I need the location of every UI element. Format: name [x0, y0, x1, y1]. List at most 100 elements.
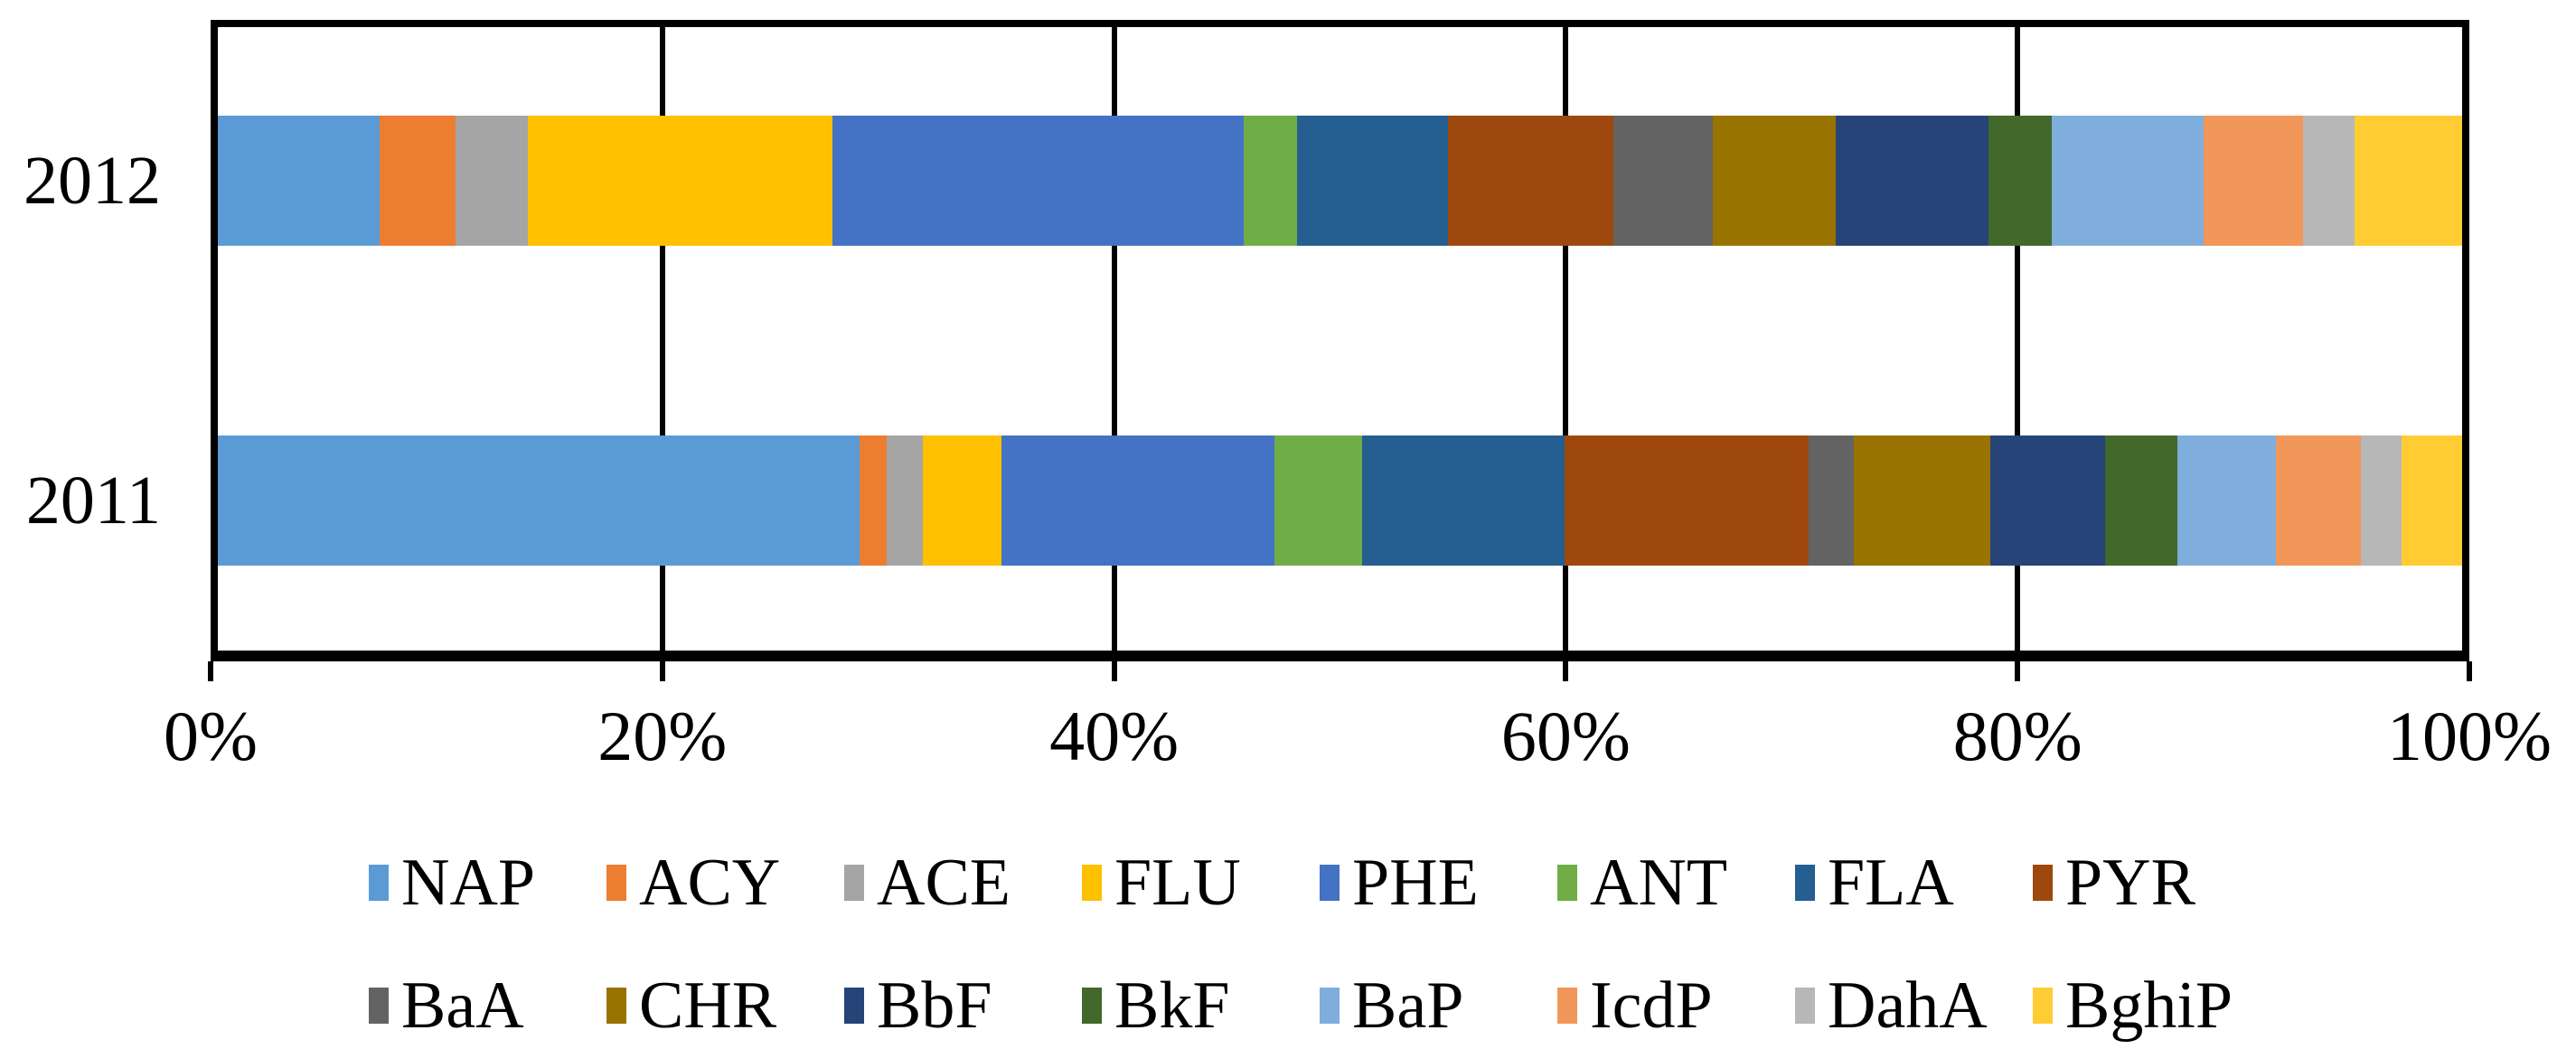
legend-swatch-icon: [1082, 865, 1102, 901]
segment-DahA-2012: [2302, 116, 2355, 246]
legend: NAP ACY ACE FLU PHE ANT FLA PYR BaA CHR BbF BkF BaP I…: [369, 846, 2270, 1043]
x-tick-label-0: 0%: [164, 697, 258, 775]
segment-FLA-2011: [1362, 436, 1565, 566]
segment-BbF-2012: [1836, 116, 1989, 246]
gridline-20: [659, 27, 665, 651]
x-tick-mark-60: [1563, 661, 1569, 681]
segment-PYR-2012: [1447, 116, 1614, 246]
segment-BghiP-2012: [2354, 116, 2462, 246]
legend-item-ACE: ACE: [844, 846, 1082, 920]
legend-item-ANT: ANT: [1557, 846, 1795, 920]
segment-NAP-2012: [218, 116, 380, 246]
segment-NAP-2011: [218, 436, 860, 566]
legend-swatch-icon: [1082, 988, 1102, 1024]
legend-label-DahA: DahA: [1828, 969, 1988, 1043]
segment-FLU-2011: [922, 436, 1001, 566]
legend-swatch-icon: [2033, 865, 2053, 901]
legend-item-BaP: BaP: [1320, 969, 1557, 1043]
bar-2012: [218, 116, 2462, 246]
x-tick-label-20: 20%: [597, 697, 728, 775]
segment-IcdP-2011: [2275, 436, 2362, 566]
category-label-2012: 2012: [24, 143, 161, 219]
segment-PYR-2011: [1564, 436, 1810, 566]
legend-label-CHR: CHR: [639, 969, 777, 1043]
legend-label-IcdP: IcdP: [1590, 969, 1713, 1043]
segment-FLU-2012: [527, 116, 833, 246]
segment-CHR-2012: [1712, 116, 1837, 246]
segment-CHR-2011: [1854, 436, 1991, 566]
legend-row-2: BaA CHR BbF BkF BaP IcdP DahA BghiP: [369, 969, 2270, 1043]
x-tick-mark-100: [2467, 661, 2472, 681]
x-tick-label-80: 80%: [1952, 697, 2082, 775]
legend-swatch-icon: [1557, 988, 1577, 1024]
legend-swatch-icon: [369, 865, 389, 901]
legend-swatch-icon: [844, 865, 864, 901]
segment-FLA-2012: [1297, 116, 1448, 246]
segment-PHE-2011: [1001, 436, 1275, 566]
legend-label-NAP: NAP: [401, 846, 536, 920]
gridline-80: [2015, 27, 2021, 651]
segment-PHE-2012: [832, 116, 1244, 246]
legend-label-BbF: BbF: [877, 969, 992, 1043]
legend-label-FLA: FLA: [1828, 846, 1954, 920]
legend-item-PHE: PHE: [1320, 846, 1557, 920]
legend-swatch-icon: [1557, 865, 1577, 901]
segment-BkF-2012: [1988, 116, 2052, 246]
legend-label-BghiP: BghiP: [2065, 969, 2233, 1043]
legend-item-CHR: CHR: [606, 969, 844, 1043]
segment-BaP-2012: [2051, 116, 2205, 246]
segment-ACY-2011: [860, 436, 887, 566]
segment-BkF-2011: [2105, 436, 2177, 566]
segment-ACE-2011: [886, 436, 923, 566]
segment-ANT-2012: [1243, 116, 1298, 246]
legend-item-IcdP: IcdP: [1557, 969, 1795, 1043]
bar-2011: [218, 436, 2462, 566]
legend-item-BghiP: BghiP: [2033, 969, 2270, 1043]
segment-BaA-2011: [1809, 436, 1855, 566]
legend-swatch-icon: [1795, 988, 1815, 1024]
x-tick-mark-0: [208, 661, 213, 681]
segment-ACE-2012: [456, 116, 528, 246]
legend-item-BbF: BbF: [844, 969, 1082, 1043]
gridline-40: [1111, 27, 1117, 651]
legend-item-DahA: DahA: [1795, 969, 2033, 1043]
legend-label-PHE: PHE: [1352, 846, 1479, 920]
legend-item-BaA: BaA: [369, 969, 606, 1043]
legend-row-1: NAP ACY ACE FLU PHE ANT FLA PYR: [369, 846, 2270, 920]
x-tick-mark-20: [659, 661, 665, 681]
legend-label-BaA: BaA: [401, 969, 524, 1043]
legend-swatch-icon: [1320, 988, 1340, 1024]
legend-swatch-icon: [606, 865, 626, 901]
segment-BbF-2011: [1990, 436, 2106, 566]
plot-area: [211, 20, 2469, 661]
x-tick-mark-80: [2015, 661, 2021, 681]
segment-IcdP-2012: [2204, 116, 2303, 246]
legend-label-ACE: ACE: [877, 846, 1011, 920]
x-tick-label-100: 100%: [2387, 697, 2552, 775]
legend-label-FLU: FLU: [1114, 846, 1241, 920]
segment-ANT-2011: [1274, 436, 1363, 566]
legend-swatch-icon: [606, 988, 626, 1024]
x-tick-label-60: 60%: [1500, 697, 1631, 775]
segment-BaA-2012: [1613, 116, 1713, 246]
legend-swatch-icon: [369, 988, 389, 1024]
legend-label-BkF: BkF: [1114, 969, 1230, 1043]
gridline-60: [1563, 27, 1569, 651]
legend-item-FLA: FLA: [1795, 846, 2033, 920]
segment-BghiP-2011: [2401, 436, 2462, 566]
segment-ACY-2012: [379, 116, 456, 246]
legend-swatch-icon: [844, 988, 864, 1024]
legend-item-PYR: PYR: [2033, 846, 2270, 920]
segment-BaP-2011: [2176, 436, 2276, 566]
legend-item-ACY: ACY: [606, 846, 844, 920]
category-label-2011: 2011: [25, 463, 161, 539]
legend-item-BkF: BkF: [1082, 969, 1320, 1043]
legend-label-ANT: ANT: [1590, 846, 1728, 920]
legend-item-FLU: FLU: [1082, 846, 1320, 920]
segment-DahA-2011: [2361, 436, 2402, 566]
legend-label-BaP: BaP: [1352, 969, 1464, 1043]
legend-label-PYR: PYR: [2065, 846, 2195, 920]
legend-swatch-icon: [1795, 865, 1815, 901]
legend-swatch-icon: [2033, 988, 2053, 1024]
